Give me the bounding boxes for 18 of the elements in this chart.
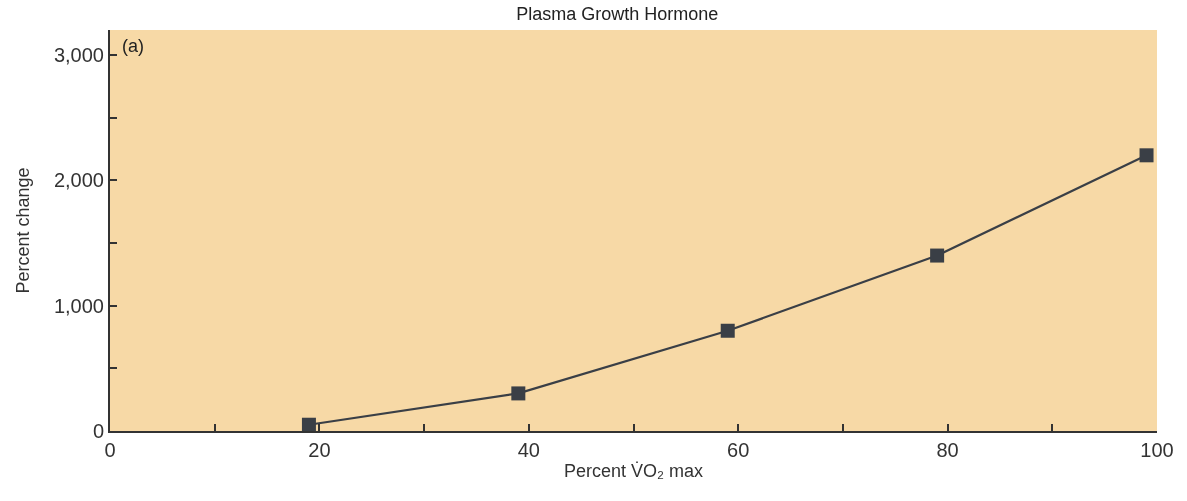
point: [301, 417, 316, 432]
y-tick-label: 0: [92, 420, 104, 442]
y-axis-title: Percent change: [12, 167, 33, 294]
chart-title: Plasma Growth Hormone: [516, 4, 719, 25]
point: [511, 386, 526, 401]
point: [930, 248, 945, 263]
x-tick-label: 100: [1140, 439, 1174, 461]
annotation: (a): [122, 36, 144, 56]
point: [720, 323, 735, 338]
x-tick-label: 40: [517, 439, 540, 461]
x-tick-label: 60: [727, 439, 750, 461]
y-tick-label: 3,000: [53, 44, 104, 67]
y-tick-label: 2,000: [53, 169, 104, 192]
point: [1139, 148, 1154, 163]
y-tick-label: 1,000: [53, 294, 104, 317]
x-axis-title: Percent V̇O₂ max: [563, 460, 704, 481]
x-tick-label: 80: [936, 439, 959, 461]
x-tick-label: 20: [308, 439, 331, 461]
